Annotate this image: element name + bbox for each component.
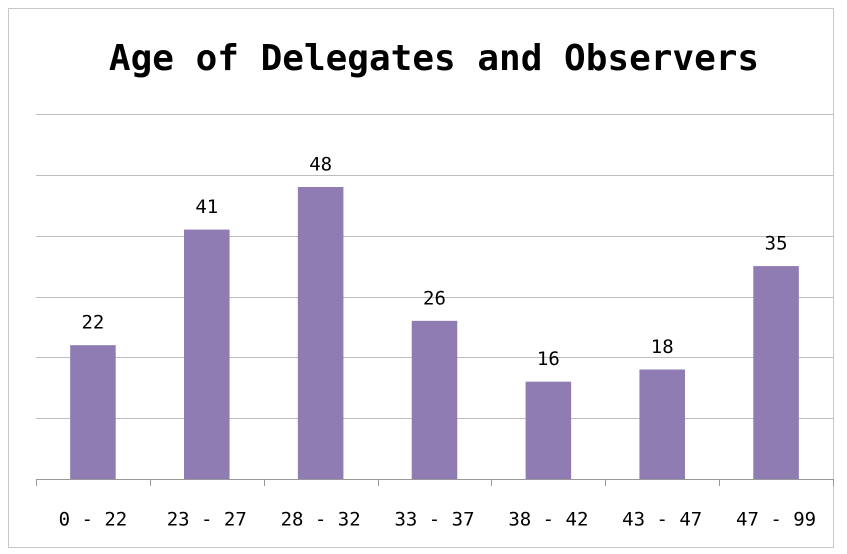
bar	[184, 229, 230, 479]
bar	[297, 187, 344, 479]
bar	[525, 381, 572, 479]
x-tick-label: 28 - 32	[281, 509, 361, 531]
bar	[70, 345, 116, 479]
value-label: 26	[423, 287, 446, 309]
x-tick-label: 47 - 99	[736, 509, 816, 531]
chart-title: Age of Delegates and Observers	[109, 38, 759, 79]
x-tick-label: 33 - 37	[394, 509, 474, 531]
bar	[639, 369, 685, 479]
x-tick-label: 43 - 47	[622, 509, 702, 531]
value-label: 41	[195, 196, 218, 218]
x-tick-label: 0 - 22	[59, 509, 128, 531]
value-label: 16	[537, 348, 560, 370]
value-label: 22	[81, 312, 104, 334]
x-tick-label: 23 - 27	[167, 509, 247, 531]
bar	[411, 320, 458, 479]
bar	[753, 266, 799, 479]
value-label: 48	[309, 154, 332, 176]
value-label: 18	[651, 336, 674, 358]
x-tick-label: 38 - 42	[508, 509, 588, 531]
value-label: 35	[765, 233, 788, 255]
